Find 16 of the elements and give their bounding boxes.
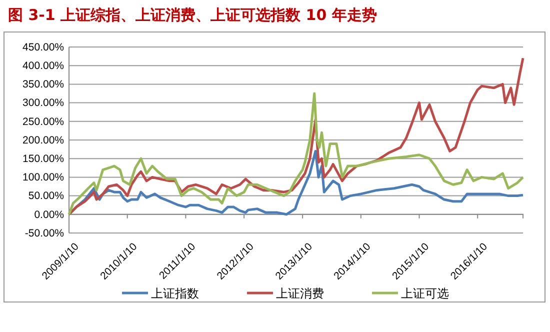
y-tick-label: 0.00% [34, 208, 64, 221]
legend-label: 上证消费 [276, 286, 324, 300]
y-tick-label: 250.00% [22, 116, 64, 128]
y-tick-label: 150.00% [22, 152, 64, 165]
y-tick-label: 350.00% [22, 78, 64, 91]
y-tick-label: 50.00% [28, 190, 64, 202]
y-tick-label: 400.00% [22, 60, 64, 72]
legend-label: 上证可选 [401, 286, 449, 300]
y-tick-label: 450.00% [22, 41, 64, 54]
chart-title: 图 3-1 上证综指、上证消费、上证可选指数 10 年走势 [8, 6, 377, 24]
y-tick-label: -50.00% [24, 227, 64, 240]
y-tick-label: 100.00% [22, 172, 64, 184]
line-series [68, 92, 524, 216]
y-tick-label: 300.00% [22, 97, 64, 110]
legend-label: 上证指数 [151, 286, 199, 300]
y-tick-label: 200.00% [22, 134, 64, 146]
